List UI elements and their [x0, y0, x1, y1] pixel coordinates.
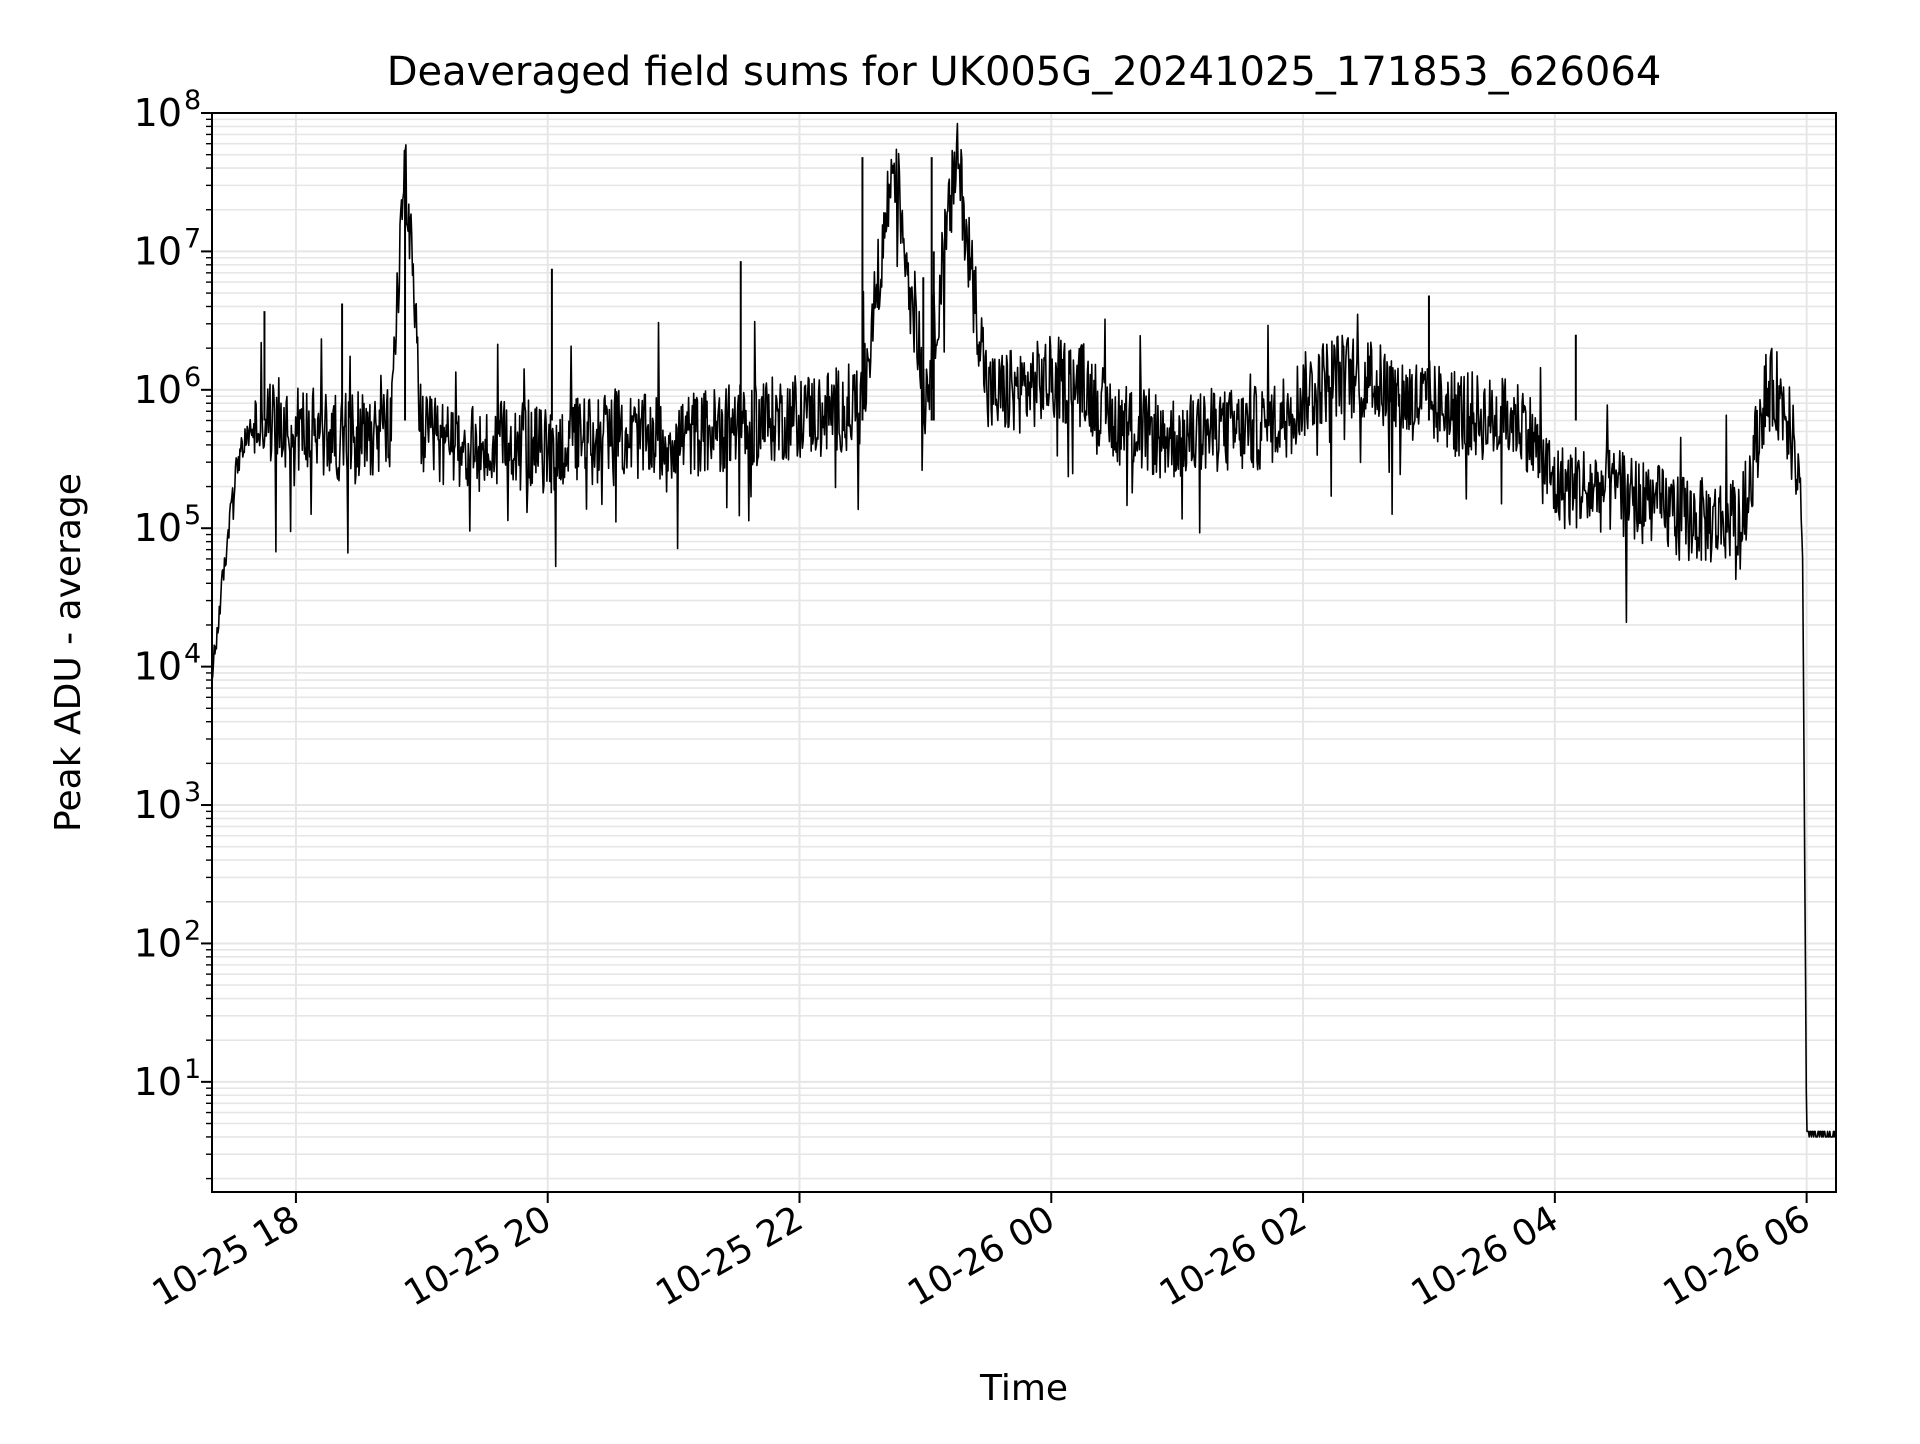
series-line — [211, 122, 1836, 1138]
y-tick-label: 10 — [134, 645, 182, 689]
series-layer — [211, 122, 1836, 1138]
y-tick-exponent: 6 — [184, 362, 201, 393]
y-tick-exponent: 4 — [184, 639, 201, 670]
x-axis-label: Time — [979, 1368, 1068, 1409]
y-tick-label: 10 — [134, 91, 182, 135]
y-tick-label: 10 — [134, 506, 182, 550]
y-tick-exponent: 1 — [184, 1054, 201, 1085]
y-tick-label: 10 — [134, 368, 182, 412]
y-tick-exponent: 2 — [184, 915, 201, 946]
y-tick-label: 10 — [134, 1060, 182, 1104]
y-tick-exponent: 7 — [184, 223, 201, 254]
y-tick-exponent: 5 — [184, 500, 201, 531]
y-axis-label: Peak ADU - average — [48, 473, 89, 832]
y-tick-exponent: 8 — [184, 85, 201, 116]
y-tick-label: 10 — [134, 783, 182, 827]
y-tick-exponent: 3 — [184, 777, 201, 808]
chart-title: Deaveraged field sums for UK005G_2024102… — [387, 49, 1662, 95]
plot-frame — [211, 112, 1837, 1193]
y-tick-label: 10 — [134, 229, 182, 273]
y-tick-label: 10 — [134, 921, 182, 965]
